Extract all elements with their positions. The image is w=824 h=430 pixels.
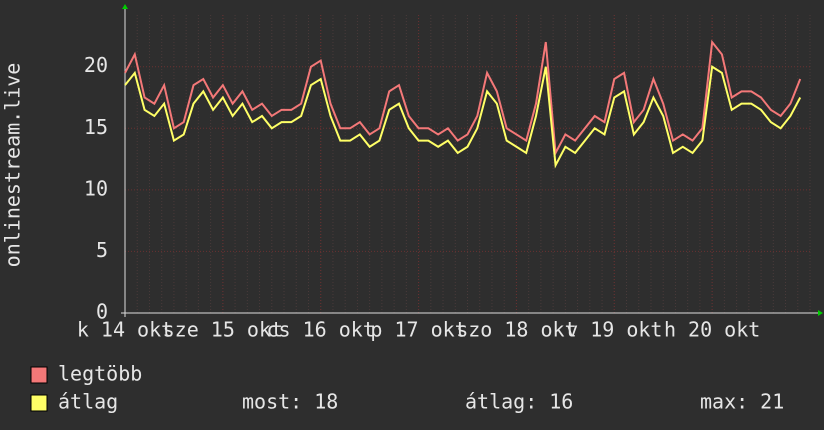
legend-swatch [30, 394, 48, 412]
stat-label: átlag: [465, 390, 537, 414]
x-tick-label: sze 15 okt [163, 318, 283, 342]
legend-label: átlag [58, 390, 118, 414]
legend-swatch [30, 366, 48, 384]
y-tick-label: 15 [84, 115, 108, 139]
stat-value: 21 [760, 390, 784, 414]
x-tick-label: p 17 okt [370, 318, 466, 342]
y-axis-label: onlinestream.live [1, 63, 25, 268]
x-tick-label: v 19 okt [566, 318, 662, 342]
arrow [818, 310, 823, 316]
stat-label: max: [700, 390, 748, 414]
x-tick-label: h 20 okt [664, 318, 760, 342]
stat-label: most: [242, 390, 302, 414]
stat-value: 16 [549, 390, 573, 414]
series-line [124, 39, 802, 157]
x-tick-label: szo 18 okt [456, 318, 576, 342]
x-tick-label: cs 16 okt [267, 318, 375, 342]
x-tick-label: k 14 okt [77, 318, 173, 342]
y-tick-label: 20 [84, 53, 108, 77]
y-tick-label: 5 [96, 238, 108, 262]
y-tick-label: 10 [84, 176, 108, 200]
arrow [122, 4, 128, 9]
series-line [124, 65, 802, 169]
legend-label: legtöbb [58, 362, 142, 386]
stat-value: 18 [314, 390, 338, 414]
y-tick-label: 0 [96, 300, 108, 324]
